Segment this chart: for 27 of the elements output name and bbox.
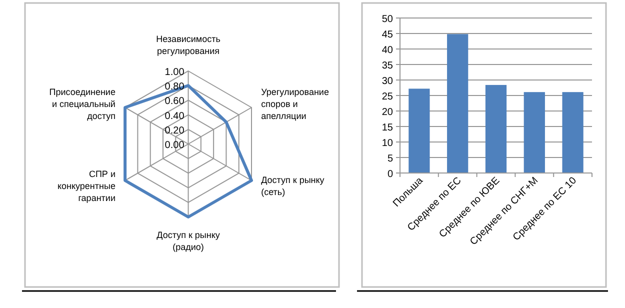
bar <box>408 88 430 173</box>
spoke-label: Урегулирование споров и апелляции <box>261 87 329 122</box>
y-tick-label: 30 <box>382 76 394 87</box>
spoke-label: Присоединение и специальный доступ <box>49 87 116 122</box>
spoke-label: Доступ к рынку (радио) <box>156 230 220 252</box>
y-tick-label: 15 <box>382 122 394 134</box>
y-tick-label: 1.00 <box>164 67 185 78</box>
y-tick-label: 45 <box>382 30 394 40</box>
y-tick-label: 0.00 <box>164 140 185 151</box>
y-tick-label: 20 <box>382 107 394 118</box>
bar <box>524 92 545 173</box>
spoke-label: Доступ к рынку (сеть) <box>261 174 325 197</box>
bar <box>447 34 468 173</box>
y-tick-label: 35 <box>382 60 394 72</box>
y-tick-label: 0.40 <box>164 110 185 122</box>
bar <box>562 92 584 173</box>
spoke-label: Независимость регулирования <box>156 34 221 56</box>
y-tick-label: 0 <box>387 169 394 180</box>
spoke-label: СПР и конкурентные гарантии <box>57 168 116 203</box>
y-tick-label: 10 <box>382 138 394 149</box>
y-tick-label: 0.20 <box>164 125 185 136</box>
y-tick-label: 25 <box>382 92 394 102</box>
y-tick-label: 40 <box>382 45 394 56</box>
y-tick-label: 50 <box>382 14 394 25</box>
y-tick-label: 0.60 <box>164 96 185 108</box>
y-tick-label: 5 <box>387 154 394 164</box>
bar <box>485 84 507 173</box>
